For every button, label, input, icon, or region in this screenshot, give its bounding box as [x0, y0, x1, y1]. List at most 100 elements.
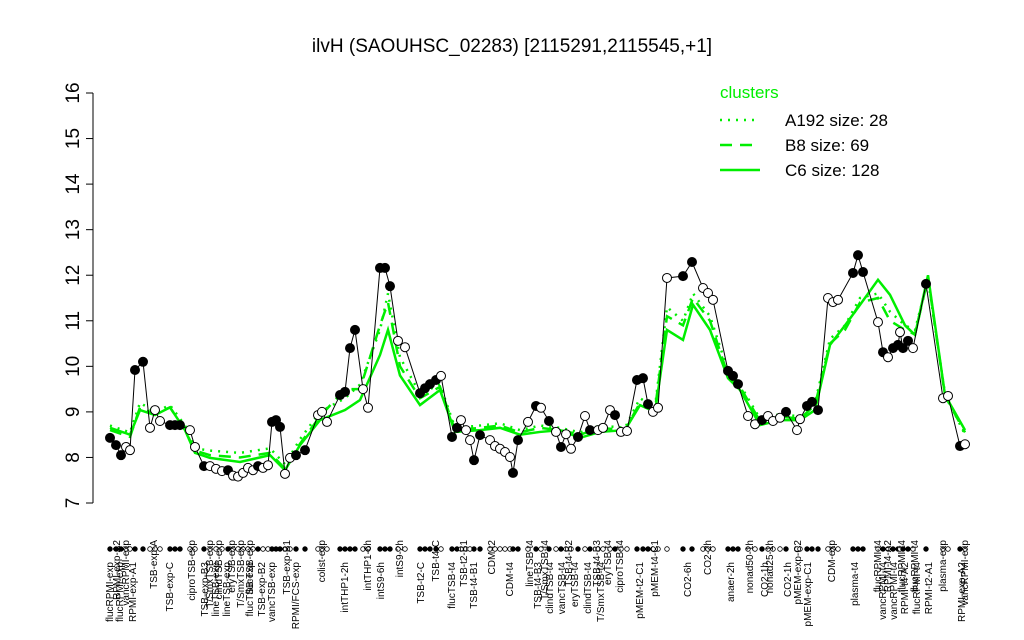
data-point [363, 402, 373, 413]
sample-marker [689, 546, 695, 552]
sample-marker [417, 546, 423, 552]
sample-label: TSB-exp-B3 [200, 562, 211, 617]
sample-label: T/SmxTSB-t4 [540, 540, 551, 600]
data-point [638, 373, 648, 384]
sample-marker [640, 546, 646, 552]
sample-marker [324, 546, 330, 552]
sample-marker [172, 546, 178, 552]
sample-marker [624, 546, 630, 552]
cluster-line [109, 279, 967, 467]
sample-label: pMEM-exp-C1 [803, 562, 814, 627]
sample-marker [880, 546, 886, 552]
data-point [358, 384, 368, 395]
sample-marker [177, 546, 183, 552]
sample-marker [783, 546, 789, 552]
sample-marker [804, 546, 810, 552]
sample-label: clindTSB-exp [214, 540, 225, 600]
sample-marker [347, 546, 353, 552]
sample-marker [595, 546, 601, 552]
data-point [190, 441, 200, 452]
sample-marker [575, 546, 581, 552]
sample-label: vancRPMI-exp [960, 540, 971, 606]
sample-label: eryTSB-t4 [603, 540, 614, 585]
sample-marker [140, 546, 146, 552]
sample-marker [745, 546, 751, 552]
sample-marker [855, 546, 861, 552]
sample-marker [680, 546, 686, 552]
sample-marker [287, 546, 293, 552]
sample-label: lineTSB-exp [211, 562, 222, 617]
sample-marker [553, 546, 559, 552]
data-point [566, 443, 576, 454]
data-point [678, 271, 688, 282]
data-point [317, 406, 327, 417]
sample-marker [905, 546, 911, 552]
sample-label: RPMI/FCS-exp [291, 562, 302, 630]
sample-marker [497, 546, 503, 552]
data-point [275, 421, 285, 432]
sample-marker [885, 546, 891, 552]
data-point [561, 429, 571, 440]
data-point [280, 468, 290, 479]
y-tick-label: 13 [63, 219, 84, 240]
sample-label: RPMI-exp-A2 [957, 562, 968, 622]
sample-label: flucRPMI-t4 [910, 540, 921, 593]
data-point [903, 335, 913, 346]
sample-marker [515, 546, 521, 552]
sample-label: CO2-1h [760, 562, 771, 597]
sample-marker [587, 546, 593, 552]
sample-label: pMEM-t4-C1 [650, 540, 661, 597]
data-point [622, 426, 632, 437]
sample-marker [770, 546, 776, 552]
sample-marker [700, 546, 706, 552]
data-point [775, 412, 785, 423]
sample-label: intTHP1-2h [340, 562, 351, 613]
sample-label: CO2-1h [783, 562, 794, 597]
data-point [853, 250, 863, 261]
chart-title: ilvH (SAOUHSC_02283) [2115291,2115545,+1… [312, 36, 712, 57]
sample-marker [427, 546, 433, 552]
data-point [475, 430, 485, 441]
sample-label: TSB-t4-C [431, 540, 442, 582]
sample-label: flucRPMI-t4 [912, 562, 923, 615]
data-point [781, 406, 791, 417]
data-point [155, 416, 165, 426]
sample-marker [365, 546, 371, 552]
data-point [556, 441, 566, 452]
sample-label: CDM-exp [827, 540, 838, 583]
sample-marker [342, 546, 348, 552]
data-point [291, 450, 301, 461]
sample-marker [382, 546, 388, 552]
sample-marker [167, 546, 173, 552]
sample-marker [765, 546, 771, 552]
sample-marker [260, 546, 266, 552]
sample-marker [377, 546, 383, 552]
sample-label: T/SmxTSB-exp [236, 540, 247, 608]
sample-marker [735, 546, 741, 552]
sample-label: ciproTSB-t4 [615, 540, 626, 593]
sample-label: flucRPMI-t4 [897, 540, 908, 593]
sample-marker [113, 546, 119, 552]
data-point [848, 267, 858, 278]
data-point [469, 455, 479, 466]
sample-marker [645, 546, 651, 552]
sample-marker [650, 546, 656, 552]
sample-marker [860, 546, 866, 552]
data-point [385, 281, 395, 292]
sample-marker [725, 546, 731, 552]
sample-marker [890, 546, 896, 552]
sample-label: RPMI-t4-A2 [883, 540, 894, 593]
sample-label: vancTSB-exp [267, 562, 278, 622]
sample-marker [192, 546, 198, 552]
sample-marker [502, 546, 508, 552]
sample-marker [607, 546, 613, 552]
data-point [350, 324, 360, 335]
data-point [436, 370, 446, 381]
sample-label: pMEM-exp-C2 [793, 540, 804, 605]
data-point [610, 410, 620, 421]
sample-marker [962, 546, 968, 552]
data-point [551, 426, 561, 437]
sample-label: RPMI-exp-A2 [112, 540, 123, 600]
data-point [703, 287, 713, 298]
data-point [895, 327, 905, 338]
